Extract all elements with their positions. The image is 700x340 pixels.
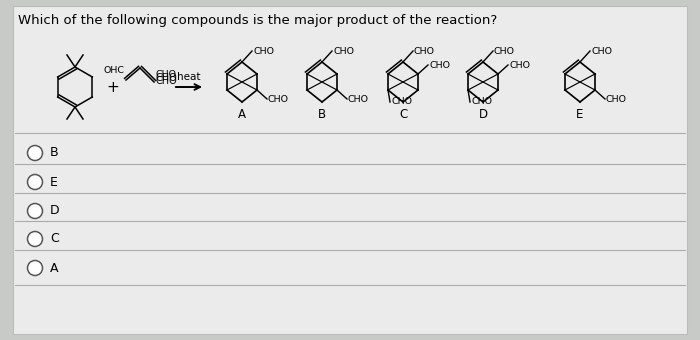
Text: CHO: CHO: [156, 70, 177, 79]
Text: CHO: CHO: [414, 47, 435, 55]
Text: A: A: [50, 261, 59, 274]
Circle shape: [27, 174, 43, 189]
Text: CHO: CHO: [391, 98, 412, 106]
Text: CHO: CHO: [509, 61, 530, 69]
Text: B: B: [50, 147, 59, 159]
Text: CHO: CHO: [333, 47, 354, 55]
Text: heat: heat: [177, 72, 200, 82]
Text: D: D: [50, 204, 60, 218]
Circle shape: [27, 146, 43, 160]
Text: CHO: CHO: [268, 95, 289, 103]
Text: +: +: [106, 80, 120, 95]
Text: CHO: CHO: [348, 95, 369, 103]
Text: E: E: [50, 175, 58, 188]
Text: CHO: CHO: [155, 73, 176, 83]
Text: CHO: CHO: [155, 76, 176, 86]
Circle shape: [27, 204, 43, 219]
Circle shape: [27, 232, 43, 246]
Text: E: E: [576, 107, 584, 120]
Circle shape: [27, 260, 43, 275]
Text: Which of the following compounds is the major product of the reaction?: Which of the following compounds is the …: [18, 14, 497, 27]
Text: OHC: OHC: [103, 66, 124, 75]
Text: CHO: CHO: [591, 47, 612, 55]
Text: A: A: [238, 107, 246, 120]
Text: CHO: CHO: [253, 47, 274, 55]
Text: CHO: CHO: [494, 47, 515, 55]
Text: CHO: CHO: [606, 95, 627, 103]
Text: D: D: [478, 107, 488, 120]
Text: C: C: [399, 107, 407, 120]
Text: C: C: [50, 233, 59, 245]
Text: B: B: [318, 107, 326, 120]
Text: CHO: CHO: [471, 98, 492, 106]
Text: CHO: CHO: [429, 61, 450, 69]
